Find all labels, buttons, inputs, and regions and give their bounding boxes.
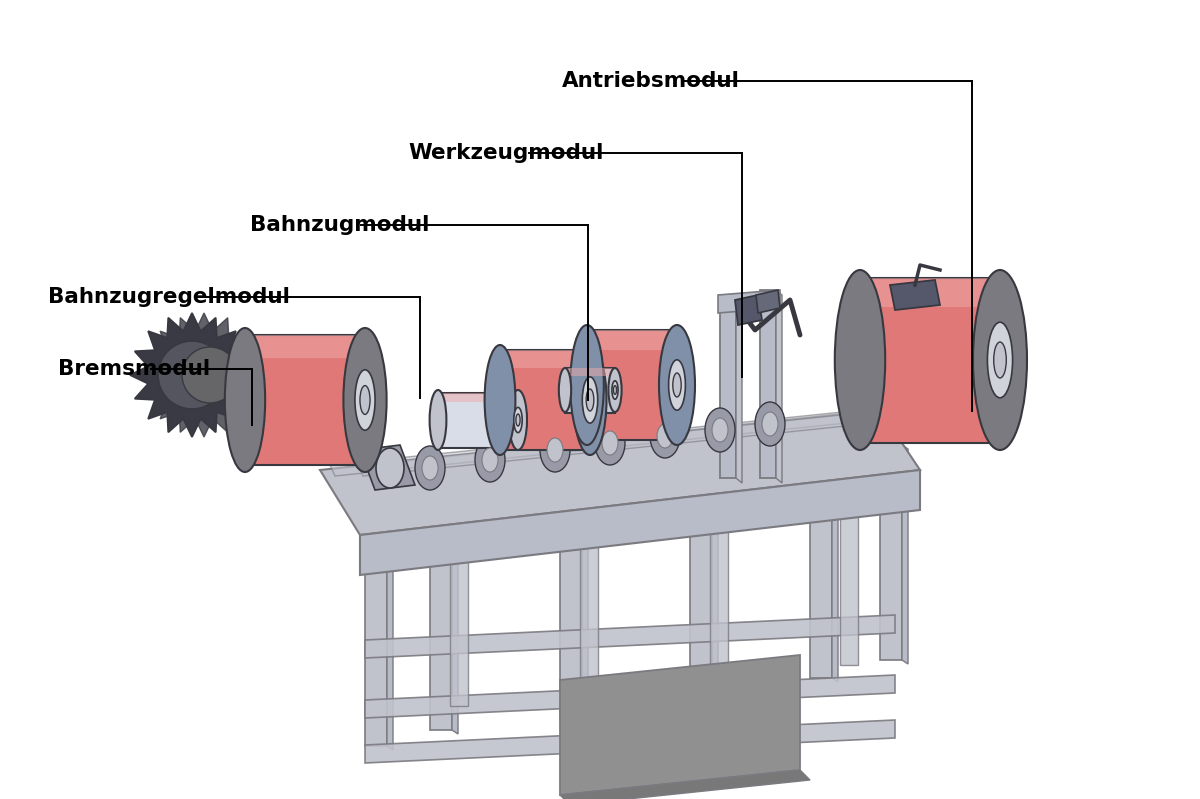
Text: Werkzeugmodul: Werkzeugmodul	[408, 143, 604, 164]
Polygon shape	[710, 499, 728, 679]
Ellipse shape	[516, 414, 520, 426]
Polygon shape	[242, 388, 248, 412]
Ellipse shape	[485, 345, 516, 455]
Ellipse shape	[509, 390, 527, 450]
Ellipse shape	[559, 368, 571, 412]
Ellipse shape	[762, 412, 778, 436]
Ellipse shape	[658, 424, 673, 448]
Polygon shape	[565, 368, 616, 412]
Polygon shape	[580, 512, 598, 692]
Polygon shape	[720, 295, 736, 478]
Ellipse shape	[712, 418, 728, 442]
Polygon shape	[365, 615, 895, 658]
Polygon shape	[130, 313, 254, 437]
Ellipse shape	[182, 347, 238, 403]
Ellipse shape	[973, 270, 1027, 450]
Ellipse shape	[343, 328, 386, 472]
Polygon shape	[860, 277, 1000, 443]
Ellipse shape	[602, 431, 618, 455]
Polygon shape	[890, 280, 940, 310]
Polygon shape	[245, 335, 365, 465]
Ellipse shape	[355, 370, 376, 430]
Polygon shape	[776, 290, 782, 483]
Polygon shape	[500, 350, 590, 450]
Ellipse shape	[755, 402, 785, 446]
Polygon shape	[587, 330, 677, 440]
Polygon shape	[734, 295, 762, 325]
Ellipse shape	[422, 456, 438, 480]
Polygon shape	[860, 277, 1000, 307]
Polygon shape	[452, 520, 458, 734]
Ellipse shape	[659, 325, 695, 445]
Ellipse shape	[988, 322, 1013, 398]
Ellipse shape	[224, 328, 265, 472]
Polygon shape	[736, 295, 742, 483]
Polygon shape	[500, 350, 590, 368]
Polygon shape	[365, 675, 895, 718]
Polygon shape	[902, 445, 908, 664]
Ellipse shape	[514, 407, 522, 432]
Ellipse shape	[668, 360, 685, 410]
Ellipse shape	[994, 342, 1007, 378]
Polygon shape	[365, 720, 895, 763]
Ellipse shape	[608, 368, 622, 412]
Ellipse shape	[595, 421, 625, 465]
Ellipse shape	[582, 377, 598, 423]
Ellipse shape	[430, 390, 446, 450]
Ellipse shape	[360, 386, 370, 415]
Polygon shape	[718, 290, 780, 313]
Ellipse shape	[415, 446, 445, 490]
Polygon shape	[565, 368, 616, 376]
Ellipse shape	[586, 389, 594, 411]
Polygon shape	[760, 290, 776, 478]
Polygon shape	[450, 526, 468, 706]
Polygon shape	[690, 480, 712, 700]
Ellipse shape	[835, 270, 886, 450]
Polygon shape	[245, 335, 365, 359]
Ellipse shape	[570, 325, 604, 445]
Ellipse shape	[475, 438, 505, 482]
Polygon shape	[880, 445, 902, 660]
Polygon shape	[438, 392, 518, 447]
Polygon shape	[386, 536, 394, 750]
Polygon shape	[365, 536, 386, 746]
Ellipse shape	[613, 386, 617, 395]
Polygon shape	[430, 520, 452, 730]
Polygon shape	[810, 458, 832, 678]
Polygon shape	[560, 770, 810, 799]
Ellipse shape	[650, 414, 680, 458]
Ellipse shape	[612, 381, 618, 400]
Polygon shape	[582, 500, 588, 724]
Ellipse shape	[540, 428, 570, 472]
Polygon shape	[587, 330, 677, 350]
Ellipse shape	[574, 345, 606, 455]
Polygon shape	[560, 500, 582, 720]
Ellipse shape	[673, 373, 682, 397]
Text: Bahnzugmodul: Bahnzugmodul	[250, 215, 428, 236]
Polygon shape	[320, 410, 920, 535]
Text: Bahnzugregelmodul: Bahnzugregelmodul	[48, 287, 290, 308]
Polygon shape	[360, 445, 415, 490]
Polygon shape	[560, 655, 800, 795]
Polygon shape	[712, 480, 718, 704]
Ellipse shape	[547, 438, 563, 462]
Polygon shape	[360, 470, 920, 575]
Text: Bremsmodul: Bremsmodul	[58, 359, 210, 380]
Ellipse shape	[482, 448, 498, 472]
Text: Antriebsmodul: Antriebsmodul	[562, 71, 739, 92]
Polygon shape	[358, 407, 923, 476]
Polygon shape	[756, 290, 780, 313]
Polygon shape	[832, 458, 838, 682]
Polygon shape	[840, 485, 858, 665]
Polygon shape	[142, 313, 266, 437]
Polygon shape	[330, 407, 895, 476]
Ellipse shape	[376, 448, 404, 488]
Ellipse shape	[706, 408, 734, 452]
Ellipse shape	[158, 341, 226, 409]
Polygon shape	[438, 392, 518, 403]
